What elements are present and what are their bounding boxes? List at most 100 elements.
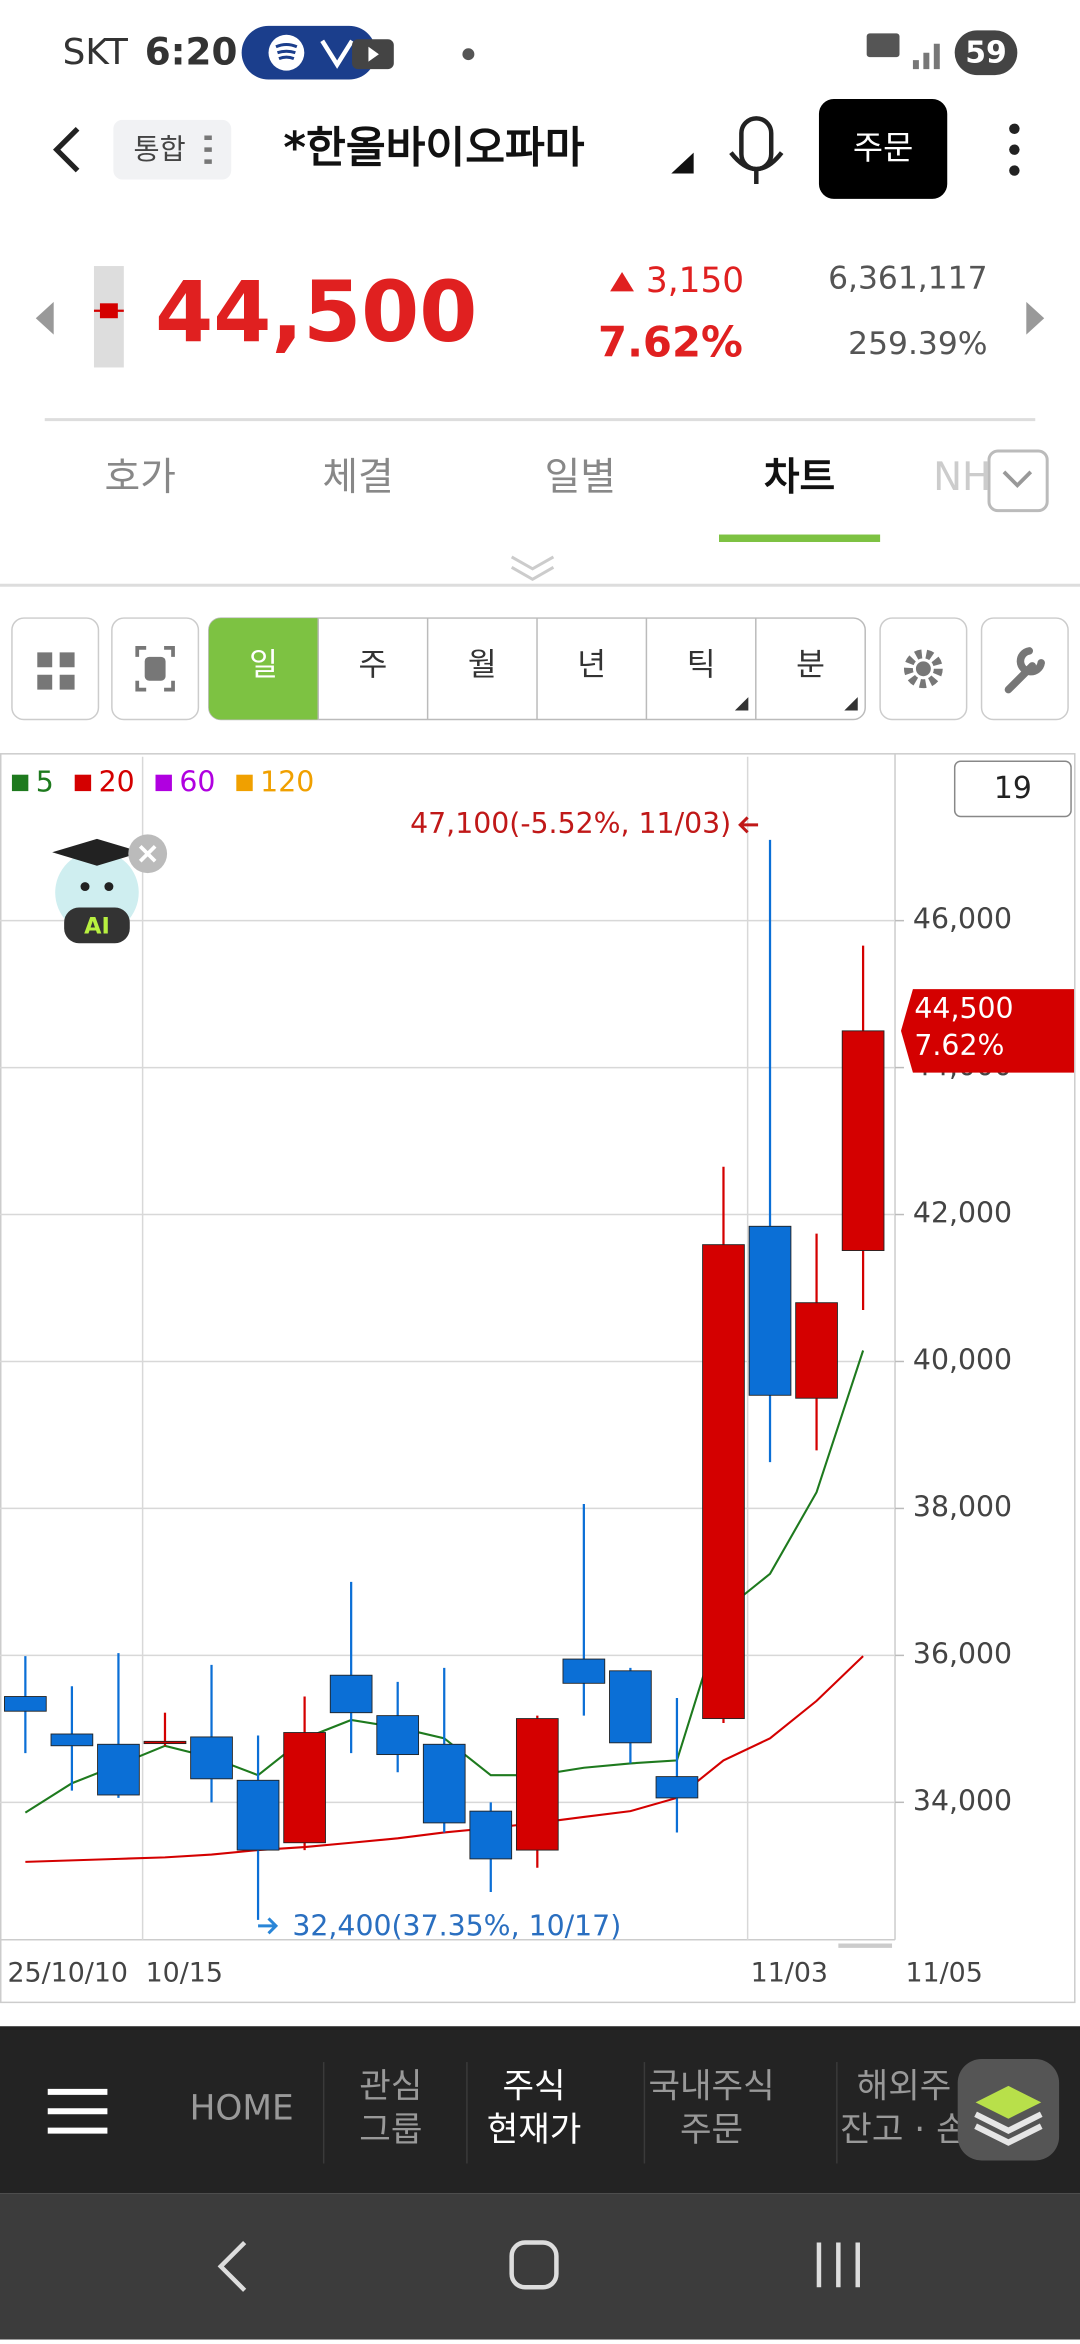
- youtube-play: [368, 46, 379, 62]
- nav-item: 잔고 · 손: [840, 2110, 967, 2150]
- legend-swatch: [74, 774, 92, 792]
- wrench-icon: [1004, 647, 1045, 694]
- back-button[interactable]: [52, 126, 80, 173]
- gear-core: [915, 661, 931, 677]
- period-button[interactable]: 일: [249, 647, 278, 683]
- candle-body: [702, 1244, 745, 1720]
- legend-label: 20: [99, 766, 135, 799]
- x-tick-label: 10/15: [146, 1958, 223, 1989]
- order-button[interactable]: [818, 98, 948, 199]
- candle-body: [50, 1733, 94, 1747]
- high-annotation: 47,100(-5.52%, 11/03): [410, 807, 731, 840]
- tab-more[interactable]: [987, 449, 1049, 513]
- tag-chip[interactable]: [113, 119, 232, 180]
- x-tick-label: 11/05: [905, 1958, 982, 1989]
- tab[interactable]: 차트: [764, 455, 835, 500]
- candle-body: [143, 1740, 187, 1745]
- period-button[interactable]: 월: [468, 647, 497, 683]
- nav-item[interactable]: 해외주: [857, 2067, 952, 2107]
- bottom-nav: [0, 2026, 1080, 2194]
- capture-icon-core: [144, 656, 166, 681]
- tag-menu-icon: [204, 135, 212, 164]
- legend-swatch: [236, 774, 253, 792]
- candle-body: [4, 1696, 47, 1712]
- nav-item[interactable]: 주식: [502, 2067, 565, 2107]
- nav-item: 주문: [680, 2110, 743, 2150]
- signal-icon: [912, 43, 940, 70]
- candle-body: [376, 1715, 420, 1756]
- y-tick-label: 36,000: [913, 1637, 1012, 1670]
- legend-swatch: [155, 774, 172, 792]
- stock-name[interactable]: *한올바이오파마: [283, 124, 584, 174]
- mascot-eye: [80, 882, 90, 892]
- spotify-waves: [275, 43, 298, 61]
- price-tag-rate: 7.62%: [914, 1029, 1004, 1062]
- volume: 6,361,117: [828, 260, 987, 296]
- tab-more-icon: [1002, 470, 1033, 488]
- menu-button[interactable]: [47, 2088, 108, 2134]
- legend-label: 120: [260, 766, 314, 799]
- layers-icon: [975, 2085, 1042, 2119]
- candle-body: [97, 1743, 140, 1796]
- dropdown-arrow: [671, 152, 694, 174]
- legend-swatch: [11, 774, 29, 792]
- next-stock[interactable]: [1026, 301, 1045, 335]
- layers-icon-lines: [974, 2111, 1043, 2146]
- tab[interactable]: 호가: [105, 455, 176, 500]
- period-button[interactable]: 주: [359, 647, 388, 683]
- period-button[interactable]: 분: [796, 647, 825, 683]
- prev-stock[interactable]: [35, 301, 54, 335]
- 5g-icon: [866, 33, 900, 58]
- ai-close-icon: [138, 844, 157, 863]
- candle-body: [190, 1736, 233, 1780]
- mic-icon[interactable]: [739, 116, 774, 172]
- price-change: 3,150: [646, 261, 744, 301]
- system-recents[interactable]: [816, 2242, 860, 2288]
- mic-stand: [729, 151, 784, 184]
- tab-bar: 호가 체결 일별 차트 NH: [105, 455, 991, 542]
- y-tick-label: 46,000: [913, 903, 1012, 936]
- clock: 6:20: [145, 30, 238, 74]
- system-back[interactable]: [217, 2240, 247, 2292]
- tab[interactable]: 체결: [322, 455, 393, 500]
- tab[interactable]: 일별: [545, 455, 616, 500]
- period-button[interactable]: 틱: [687, 647, 716, 683]
- candle-body: [283, 1732, 326, 1844]
- count-box[interactable]: [953, 760, 1072, 818]
- volume-rate: 259.39%: [848, 326, 987, 362]
- kebab-dot[interactable]: [1009, 123, 1020, 135]
- nav-item[interactable]: 국내주식: [648, 2067, 774, 2107]
- candle-body: [795, 1302, 838, 1399]
- notification-dot: [462, 48, 475, 61]
- y-tick-label: 38,000: [913, 1490, 1012, 1523]
- plot-area: 34,00036,00038,00040,00042,00044,00046,0…: [0, 756, 1075, 1989]
- candle-body: [422, 1743, 466, 1824]
- candle-body: [236, 1779, 280, 1851]
- change-rate: 7.62%: [598, 318, 743, 367]
- battery-pill: [954, 30, 1018, 76]
- tab-underline: [719, 534, 881, 542]
- order-label: 주문: [853, 129, 913, 167]
- candle-count: 19: [994, 771, 1032, 806]
- nav-item[interactable]: 관심: [359, 2067, 422, 2107]
- nav-item[interactable]: HOME: [190, 2088, 294, 2128]
- layout-button[interactable]: [11, 617, 100, 721]
- ai-label: AI: [84, 913, 110, 939]
- period-button[interactable]: 년: [577, 647, 606, 683]
- candle-body: [655, 1776, 699, 1799]
- expand-chevron[interactable]: [510, 555, 555, 581]
- candle-body: [469, 1810, 513, 1860]
- tab[interactable]: NH: [933, 455, 991, 500]
- candle-body: [562, 1658, 606, 1684]
- period-sub-arrow: [734, 697, 749, 711]
- grid-icon: [37, 652, 75, 690]
- capture-icon: [135, 646, 175, 692]
- carrier: SKT: [63, 32, 128, 73]
- battery-level: 59: [965, 36, 1007, 71]
- annotation-arrow: [258, 1917, 279, 1935]
- candle-body: [609, 1670, 652, 1744]
- system-home[interactable]: [509, 2240, 559, 2290]
- y-tick-label: 42,000: [913, 1197, 1012, 1230]
